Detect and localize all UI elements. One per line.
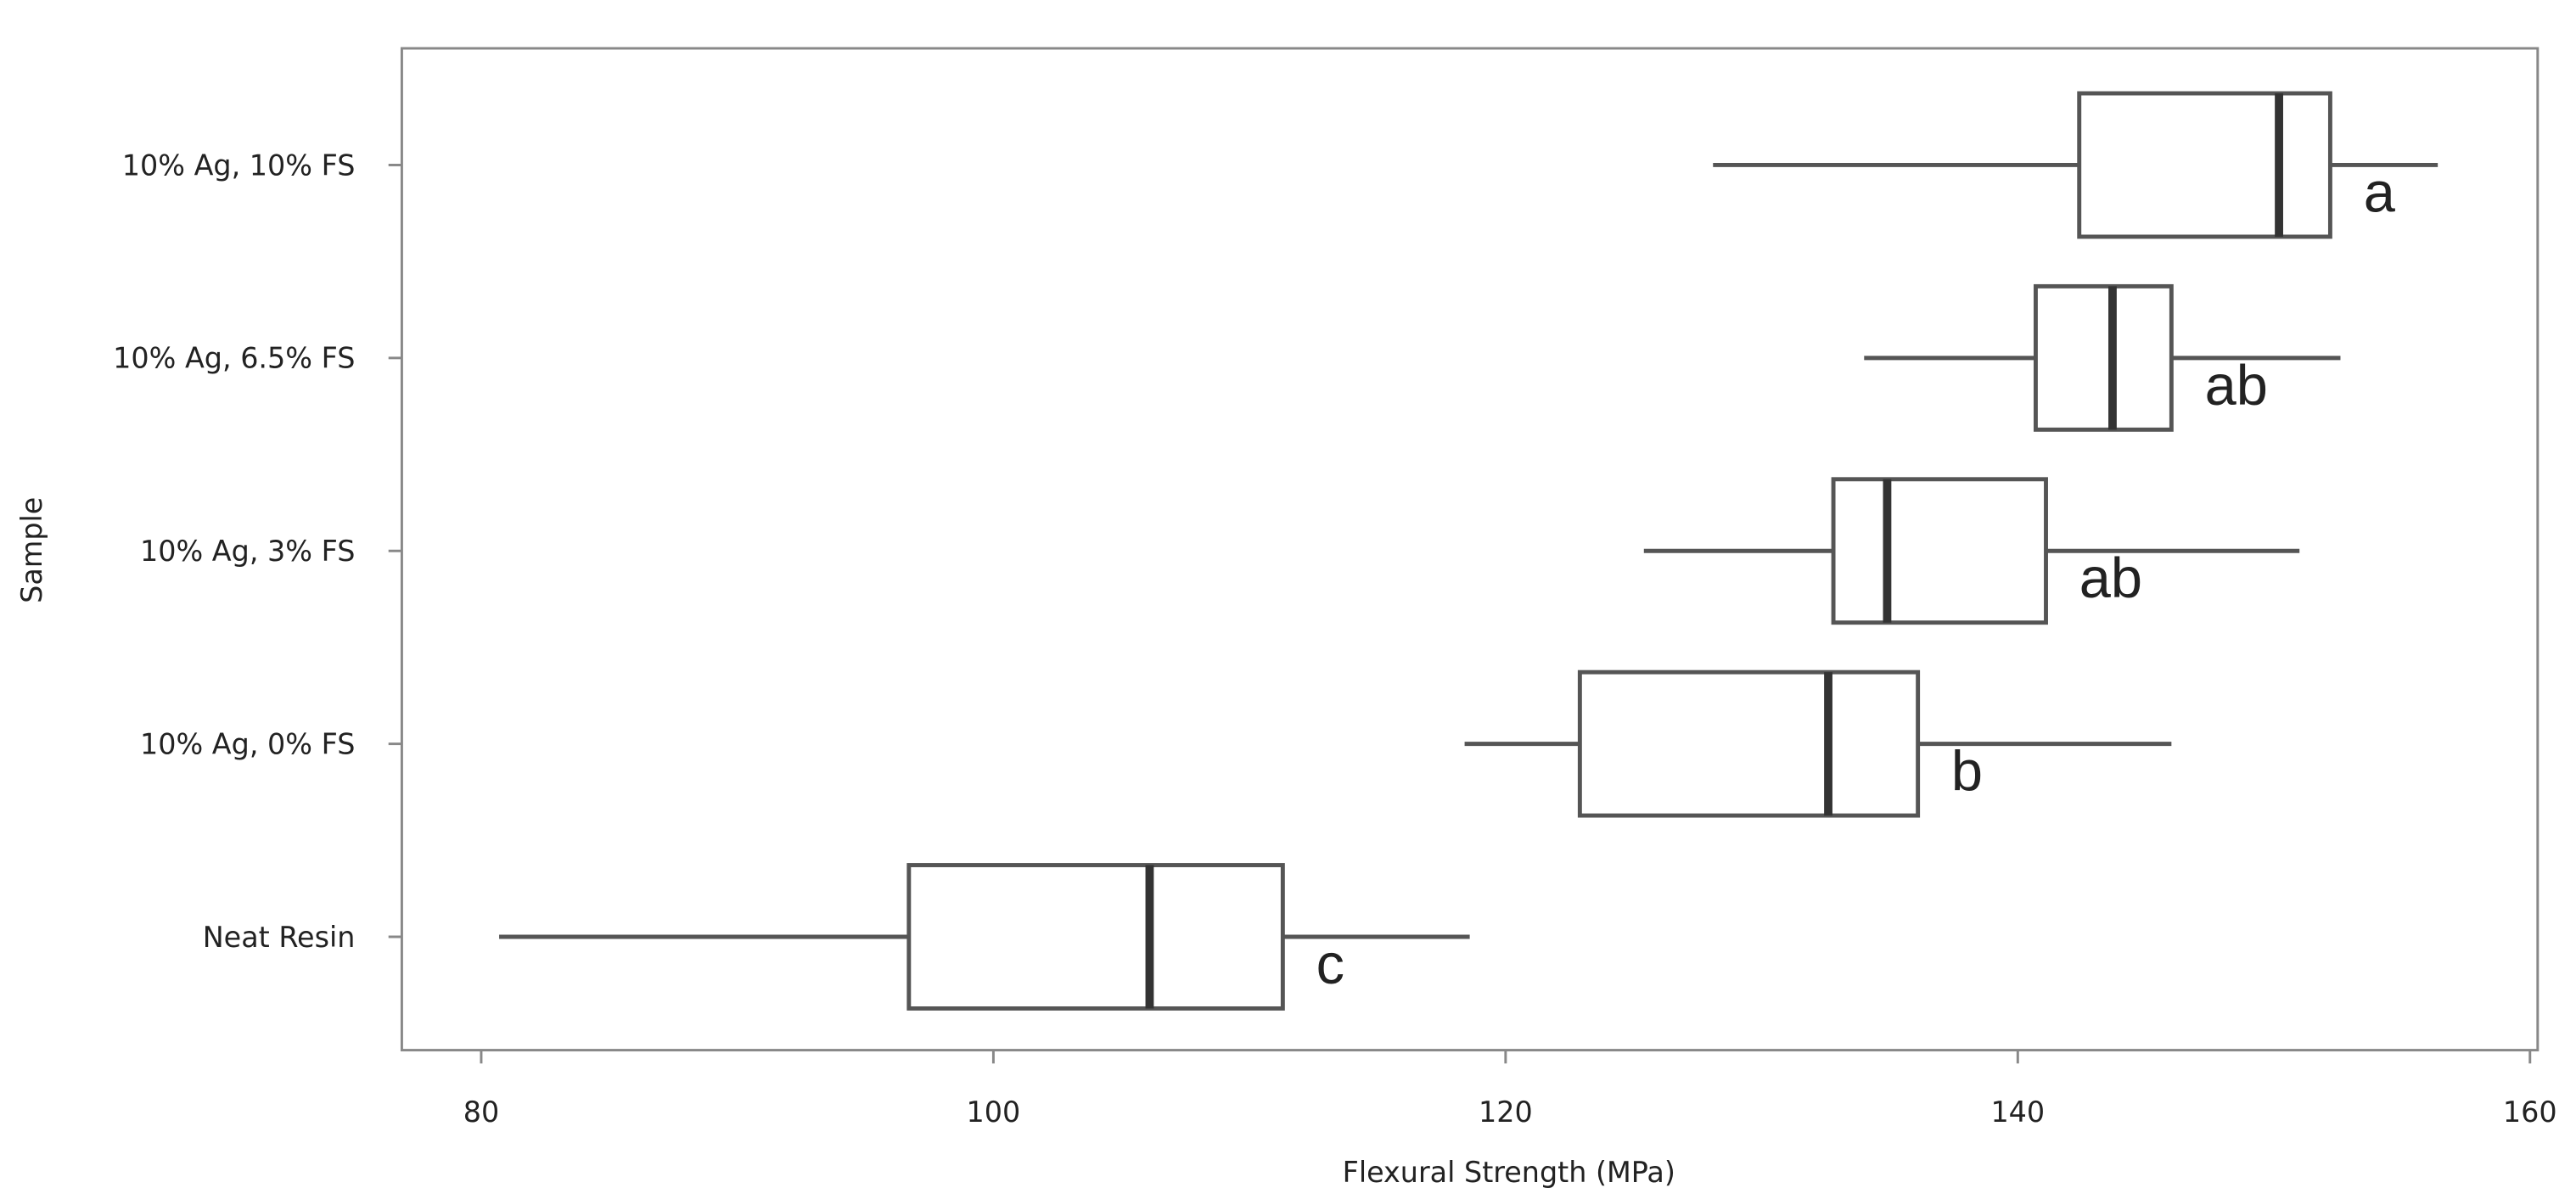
plot-frame (400, 47, 2540, 1052)
x-tick-label: 120 (1479, 1095, 1533, 1129)
box (2077, 91, 2332, 239)
y-tick-label: 10% Ag, 10% FS (122, 148, 356, 182)
x-tick-label: 80 (463, 1095, 499, 1129)
y-tick-label: 10% Ag, 3% FS (140, 535, 355, 568)
x-tick-label: 160 (2503, 1095, 2557, 1129)
y-tick-label: 10% Ag, 0% FS (140, 727, 355, 760)
box (2033, 283, 2174, 432)
group-label: c (1316, 933, 1344, 996)
group-label: ab (2079, 547, 2142, 610)
group-label: b (1951, 741, 1983, 804)
box (906, 863, 1285, 1011)
y-axis-title: Sample (15, 497, 48, 603)
box (1831, 477, 2048, 625)
group-label: ab (2205, 355, 2268, 417)
group-label: a (2364, 161, 2396, 224)
x-axis-title: Flexural Strength (MPa) (1343, 1156, 1675, 1189)
box (1577, 670, 1921, 818)
x-tick-label: 140 (1990, 1095, 2045, 1129)
y-tick-label: Neat Resin (203, 921, 356, 954)
x-tick-label: 100 (967, 1095, 1021, 1129)
y-tick-label: 10% Ag, 6.5% FS (113, 342, 355, 375)
